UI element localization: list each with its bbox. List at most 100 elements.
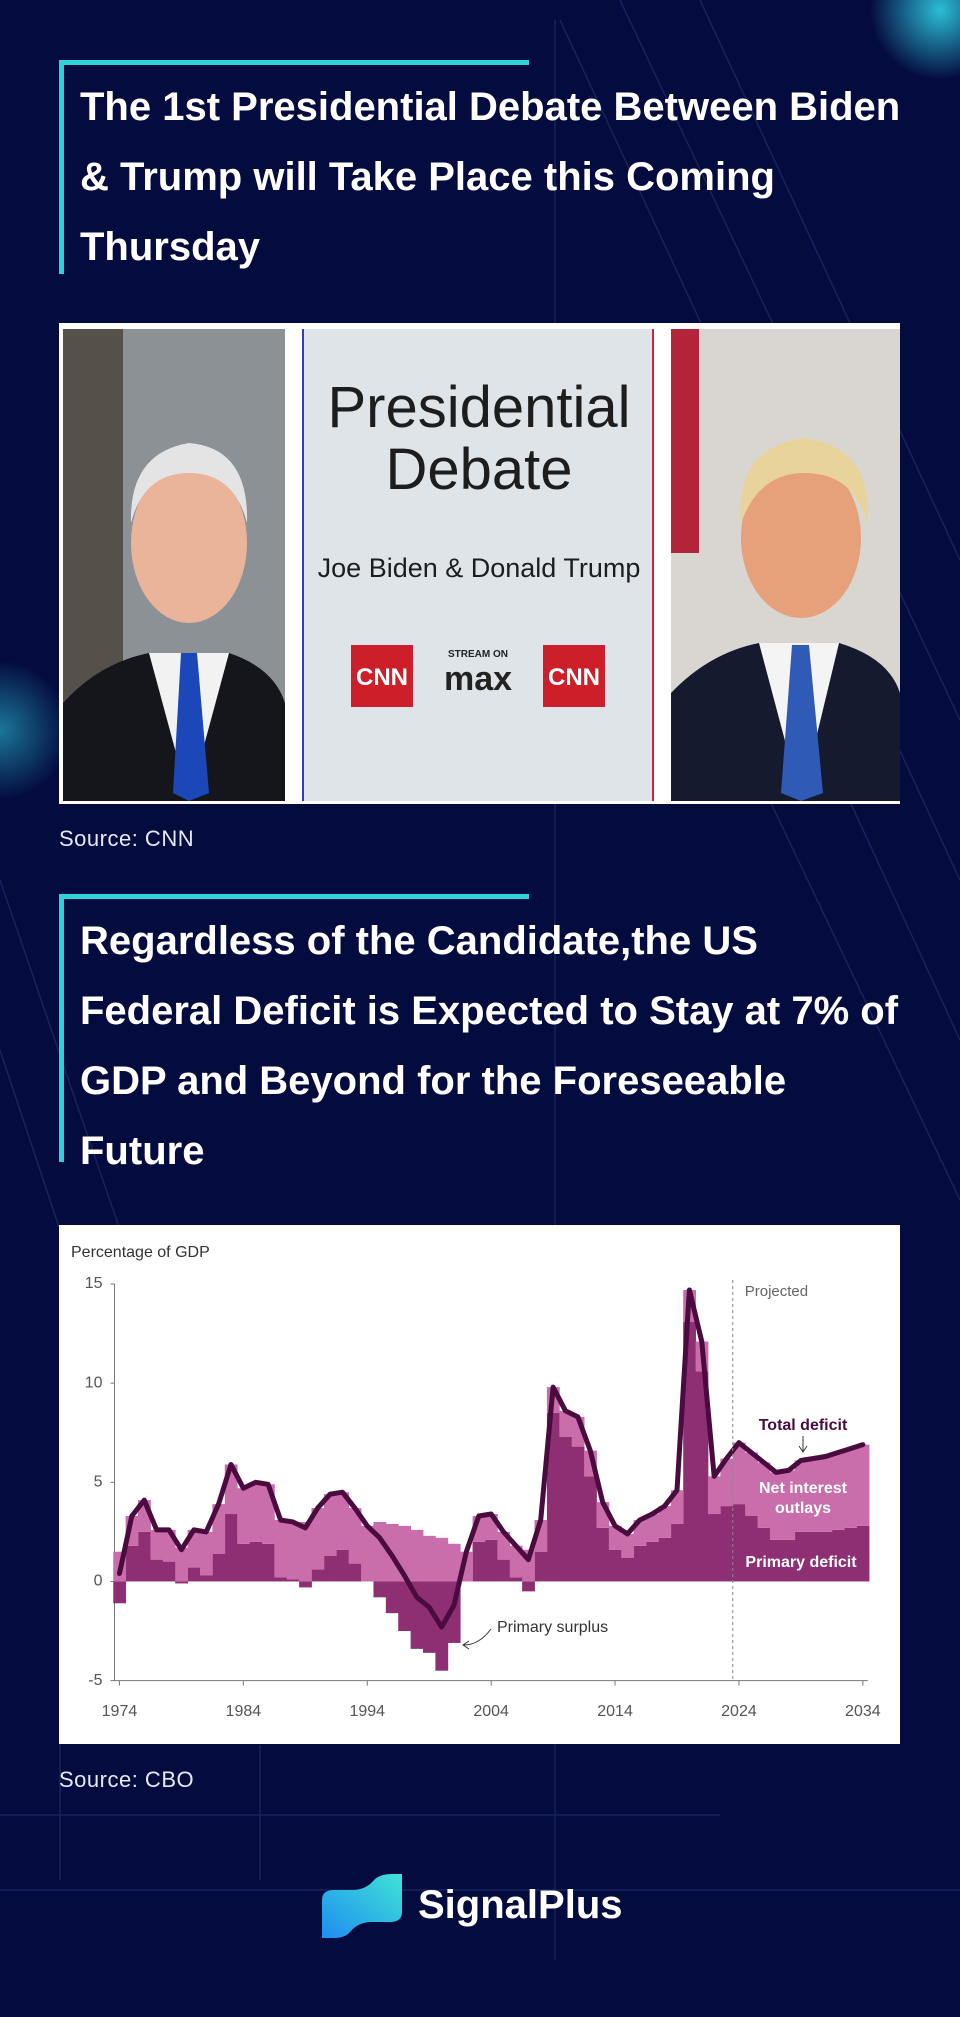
bar xyxy=(707,1476,721,1515)
bar xyxy=(175,1581,188,1584)
bar xyxy=(336,1492,350,1550)
bar xyxy=(844,1527,858,1582)
bar xyxy=(807,1458,820,1532)
bar xyxy=(423,1581,436,1653)
x-tick-label: 1974 xyxy=(102,1703,138,1720)
bar xyxy=(546,1412,560,1582)
bar xyxy=(646,1514,659,1542)
y-tick-label: 0 xyxy=(94,1573,103,1590)
bar xyxy=(782,1539,796,1582)
x-tick-label: 2014 xyxy=(597,1703,633,1720)
stream-brand: max xyxy=(444,660,512,698)
bar xyxy=(856,1444,870,1526)
projection-label: Projected xyxy=(745,1283,808,1300)
bar xyxy=(534,1551,548,1582)
bar xyxy=(509,1577,523,1582)
cnn-logo: CNN xyxy=(356,664,408,691)
bar xyxy=(311,1508,325,1570)
image-title: Debate xyxy=(385,437,572,502)
bar xyxy=(596,1527,610,1582)
x-tick-label: 2004 xyxy=(473,1703,509,1720)
bar xyxy=(398,1581,412,1632)
annotation: Primary surplus xyxy=(497,1619,608,1636)
bar xyxy=(237,1488,250,1544)
bar xyxy=(509,1545,523,1578)
bar xyxy=(856,1525,870,1582)
bar xyxy=(348,1508,362,1564)
heading-text: Regardless of the Candidate,the US Feder… xyxy=(80,919,899,1173)
bar xyxy=(559,1410,573,1437)
bar xyxy=(819,1531,833,1582)
footer-logo: SignalPlus xyxy=(322,1874,623,1938)
bar xyxy=(497,1559,511,1582)
bar xyxy=(831,1452,845,1530)
bar xyxy=(844,1448,858,1528)
bar xyxy=(745,1516,758,1582)
chart: Percentage of GDP -5 0 5 10 15 1974 1984 1994 20… xyxy=(71,1244,881,1720)
bar xyxy=(732,1504,746,1582)
image-subtitle: Joe Biden & Donald Trump xyxy=(318,553,641,583)
bar xyxy=(150,1559,164,1582)
bar xyxy=(608,1525,622,1550)
chart-source: Source: CBO xyxy=(59,1767,195,1792)
stream-label: STREAM ON xyxy=(448,649,508,660)
bar xyxy=(608,1549,622,1582)
bar xyxy=(559,1436,573,1582)
bar xyxy=(757,1462,771,1528)
bar xyxy=(522,1581,535,1592)
y-tick-label: 15 xyxy=(85,1275,103,1292)
bar xyxy=(633,1545,647,1582)
cnn-logo: CNN xyxy=(548,664,600,691)
bar xyxy=(274,1577,288,1582)
bar xyxy=(187,1567,201,1582)
bar xyxy=(720,1458,734,1507)
heading: Regardless of the Candidate,the US Feder… xyxy=(59,894,910,1173)
bar xyxy=(299,1521,312,1582)
bar xyxy=(670,1490,684,1524)
bar xyxy=(732,1442,746,1505)
bar xyxy=(336,1549,350,1582)
bar xyxy=(794,1460,808,1532)
x-tick-label: 1984 xyxy=(226,1703,262,1720)
bar xyxy=(745,1452,758,1517)
heading: The 1st Presidential Debate Between Bide… xyxy=(59,60,910,274)
bar xyxy=(299,1581,312,1588)
bar xyxy=(447,1543,461,1582)
image-title: Presidential xyxy=(327,375,630,440)
bar xyxy=(199,1531,213,1576)
series-label: Total deficit xyxy=(759,1417,848,1434)
bar xyxy=(621,1557,635,1582)
bar xyxy=(621,1533,635,1558)
bar xyxy=(769,1539,783,1582)
bar xyxy=(237,1543,250,1582)
bar xyxy=(646,1541,659,1582)
bar xyxy=(125,1545,139,1582)
bar xyxy=(286,1521,300,1580)
series-label: Primary deficit xyxy=(745,1554,857,1571)
bar xyxy=(373,1581,387,1598)
bar xyxy=(831,1529,845,1582)
y-tick-label: 10 xyxy=(85,1374,103,1391)
brand-name: SignalPlus xyxy=(418,1883,623,1927)
bar xyxy=(361,1525,374,1582)
debate-image: Presidential Debate Joe Biden & Donald T… xyxy=(59,323,900,804)
image-source: Source: CNN xyxy=(59,826,195,851)
y-axis-label: Percentage of GDP xyxy=(71,1244,210,1261)
bar xyxy=(584,1476,597,1582)
bar xyxy=(175,1547,188,1582)
bar xyxy=(658,1537,672,1582)
heading-text: The 1st Presidential Debate Between Bide… xyxy=(80,85,901,269)
annotation-arrow xyxy=(462,1628,492,1650)
bar xyxy=(410,1529,424,1582)
x-tick-label: 1994 xyxy=(349,1703,385,1720)
bar xyxy=(807,1531,820,1582)
bar xyxy=(150,1529,164,1560)
series-label: Net interest outlays xyxy=(758,1480,848,1517)
bar xyxy=(794,1531,808,1582)
bar xyxy=(274,1519,288,1578)
bar xyxy=(323,1555,337,1582)
bar xyxy=(323,1494,337,1556)
bar xyxy=(782,1470,796,1540)
bar xyxy=(819,1456,833,1532)
